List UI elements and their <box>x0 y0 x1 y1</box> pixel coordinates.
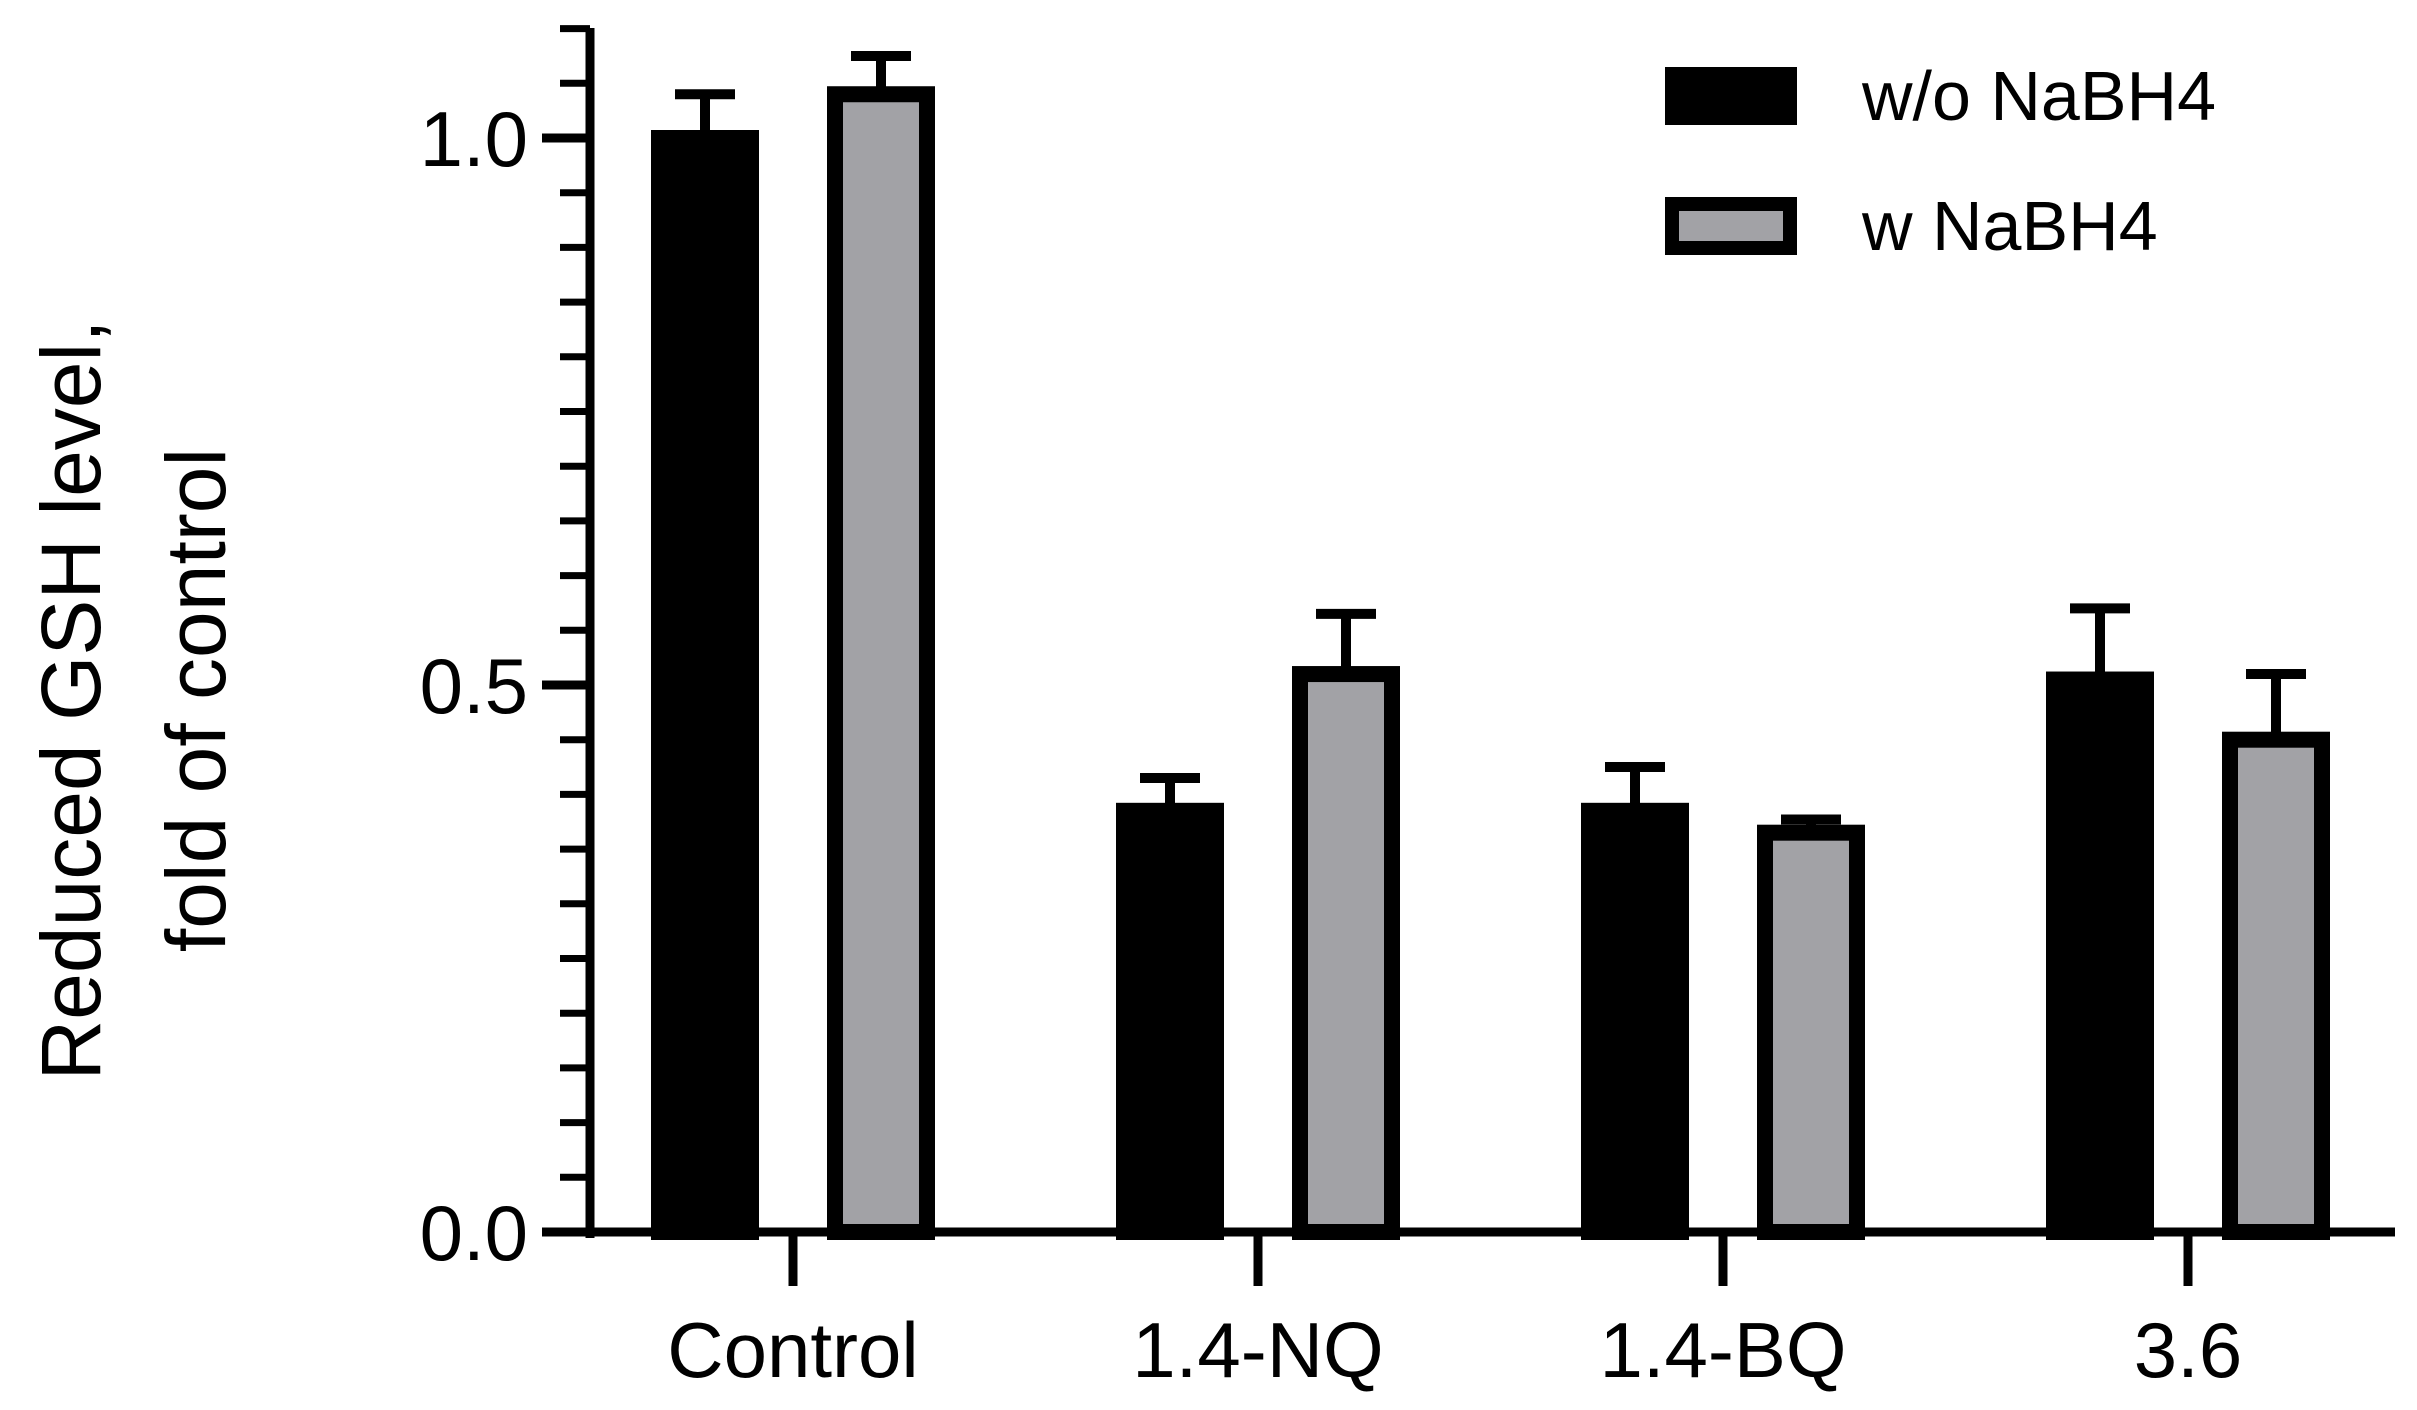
bar <box>1581 802 1689 1240</box>
legend: w/o NaBH4 w NaBH4 <box>1665 57 2216 265</box>
bar <box>2222 731 2330 1240</box>
y-tick-label: 1.0 <box>420 95 528 183</box>
y-axis-title: Reduced GSH level, fold of control <box>24 319 243 1080</box>
y-axis-label-line-2: fold of control <box>149 448 243 952</box>
x-tick-label: 3.6 <box>2134 1306 2242 1394</box>
legend-swatch <box>1665 67 1797 125</box>
y-tick-label: 0.0 <box>420 1189 528 1277</box>
x-axis: Control 1.4-NQ 1.4-BQ 3.6 <box>586 1227 2395 1394</box>
legend-label: w/o NaBH4 <box>1861 57 2216 135</box>
bar <box>651 130 759 1240</box>
bar <box>1757 824 1865 1240</box>
y-axis-label-line-1: Reduced GSH level, <box>24 319 118 1080</box>
bar <box>827 86 935 1241</box>
bar <box>1116 802 1224 1240</box>
x-tick-label: 1.4-NQ <box>1132 1306 1383 1394</box>
bar <box>1292 666 1400 1240</box>
y-axis: 0.0 0.5 1.0 <box>420 25 595 1277</box>
bar <box>2046 671 2154 1240</box>
y-tick-label: 0.5 <box>420 642 528 730</box>
x-tick-label: 1.4-BQ <box>1599 1306 1846 1394</box>
x-tick-label: Control <box>667 1306 918 1394</box>
legend-label: w NaBH4 <box>1861 187 2158 265</box>
legend-swatch <box>1665 197 1797 255</box>
